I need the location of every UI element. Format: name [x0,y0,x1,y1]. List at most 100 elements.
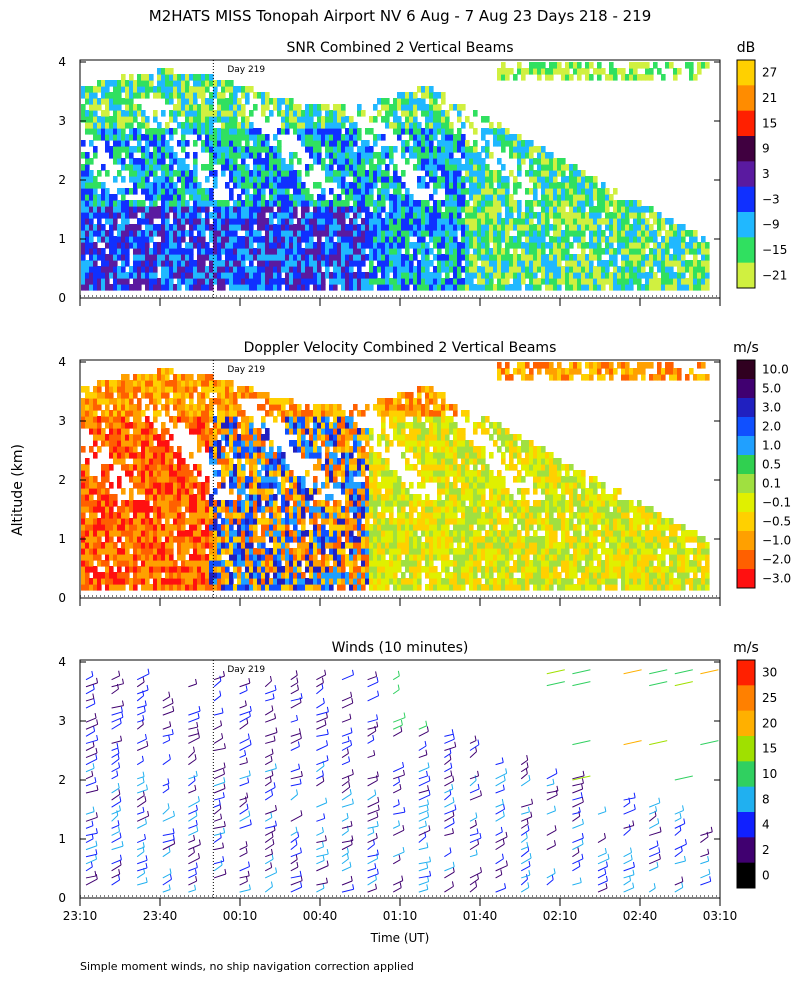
heatmap-cell [293,182,298,189]
colorbar-label: −3 [762,192,780,206]
heatmap-cell [221,536,226,543]
heatmap-cell [209,230,214,237]
heatmap-cell [177,110,182,117]
heatmap-cell [161,230,166,237]
heatmap-cell [97,482,102,489]
heatmap-cell [101,398,106,405]
heatmap-cell [225,182,230,189]
heatmap-cell [229,536,234,543]
heatmap-cell [465,266,470,273]
heatmap-cell [253,146,258,153]
heatmap-cell [421,218,426,225]
heatmap-cell [269,182,274,189]
heatmap-cell [89,194,94,201]
heatmap-cell [461,224,466,231]
heatmap-cell [549,212,554,219]
heatmap-cell [469,260,474,267]
heatmap-cell [161,584,166,591]
heatmap-cell [549,224,554,231]
heatmap-cell [85,422,90,429]
heatmap-cell [93,452,98,459]
heatmap-cell [669,218,674,225]
heatmap-cell [385,230,390,237]
heatmap-cell [117,380,122,387]
heatmap-cell [441,110,446,117]
heatmap-cell [449,122,454,129]
heatmap-cell [237,110,242,117]
colorbar-label: −15 [762,243,787,257]
heatmap-cell [333,224,338,231]
heatmap-cell [205,206,210,213]
heatmap-cell [365,212,370,219]
heatmap-cell [637,212,642,219]
heatmap-cell [169,272,174,279]
heatmap-cell [641,224,646,231]
heatmap-cell [189,116,194,123]
heatmap-cell [421,248,426,255]
heatmap-cell [381,266,386,273]
heatmap-cell [589,188,594,195]
heatmap-cell [113,194,118,201]
heatmap-cell [145,170,150,177]
heatmap-cell [93,272,98,279]
heatmap-cell [449,104,454,111]
heatmap-cell [253,254,258,261]
heatmap-cell [493,242,498,249]
heatmap-cell [401,218,406,225]
heatmap-cell [289,212,294,219]
heatmap-cell [141,164,146,171]
heatmap-cell [249,212,254,219]
heatmap-cell [105,80,110,87]
heatmap-cell [617,224,622,231]
heatmap-cell [209,386,214,393]
heatmap-cell [125,248,130,255]
heatmap-cell [165,176,170,183]
heatmap-cell [109,224,114,231]
heatmap-cell [153,530,158,537]
heatmap-cell [125,512,130,519]
heatmap-cell [253,170,258,177]
heatmap-cell [341,218,346,225]
heatmap-cell [573,194,578,201]
heatmap-cell [377,158,382,165]
heatmap-cell [197,482,202,489]
heatmap-cell [161,248,166,255]
heatmap-cell [181,224,186,231]
heatmap-cell [309,104,314,111]
heatmap-cell [173,416,178,423]
heatmap-cell [177,566,182,573]
heatmap-cell [357,272,362,279]
heatmap-cell [161,530,166,537]
heatmap-cell [85,572,90,579]
heatmap-cell [545,278,550,285]
heatmap-cell [333,242,338,249]
heatmap-cell [317,248,322,255]
heatmap-cell [333,206,338,213]
heatmap-cell [409,200,414,207]
heatmap-cell [149,374,154,381]
heatmap-cell [313,230,318,237]
heatmap-cell [209,548,214,555]
heatmap-cell [105,404,110,411]
heatmap-cell [233,566,238,573]
heatmap-cell [325,110,330,117]
heatmap-cell [297,122,302,129]
heatmap-cell [201,428,206,435]
heatmap-cell [85,266,90,273]
heatmap-cell [217,500,222,507]
heatmap-cell [461,122,466,129]
heatmap-cell [209,524,214,531]
heatmap-cell [149,260,154,267]
heatmap-cell [441,200,446,207]
heatmap-cell [405,194,410,201]
heatmap-cell [409,98,414,105]
heatmap-cell [565,230,570,237]
heatmap-cell [149,506,154,513]
heatmap-cell [133,512,138,519]
heatmap-cell [437,122,442,129]
heatmap-cell [421,152,426,159]
heatmap-cell [97,506,102,513]
heatmap-cell [93,248,98,255]
heatmap-cell [449,284,454,291]
heatmap-cell [481,242,486,249]
